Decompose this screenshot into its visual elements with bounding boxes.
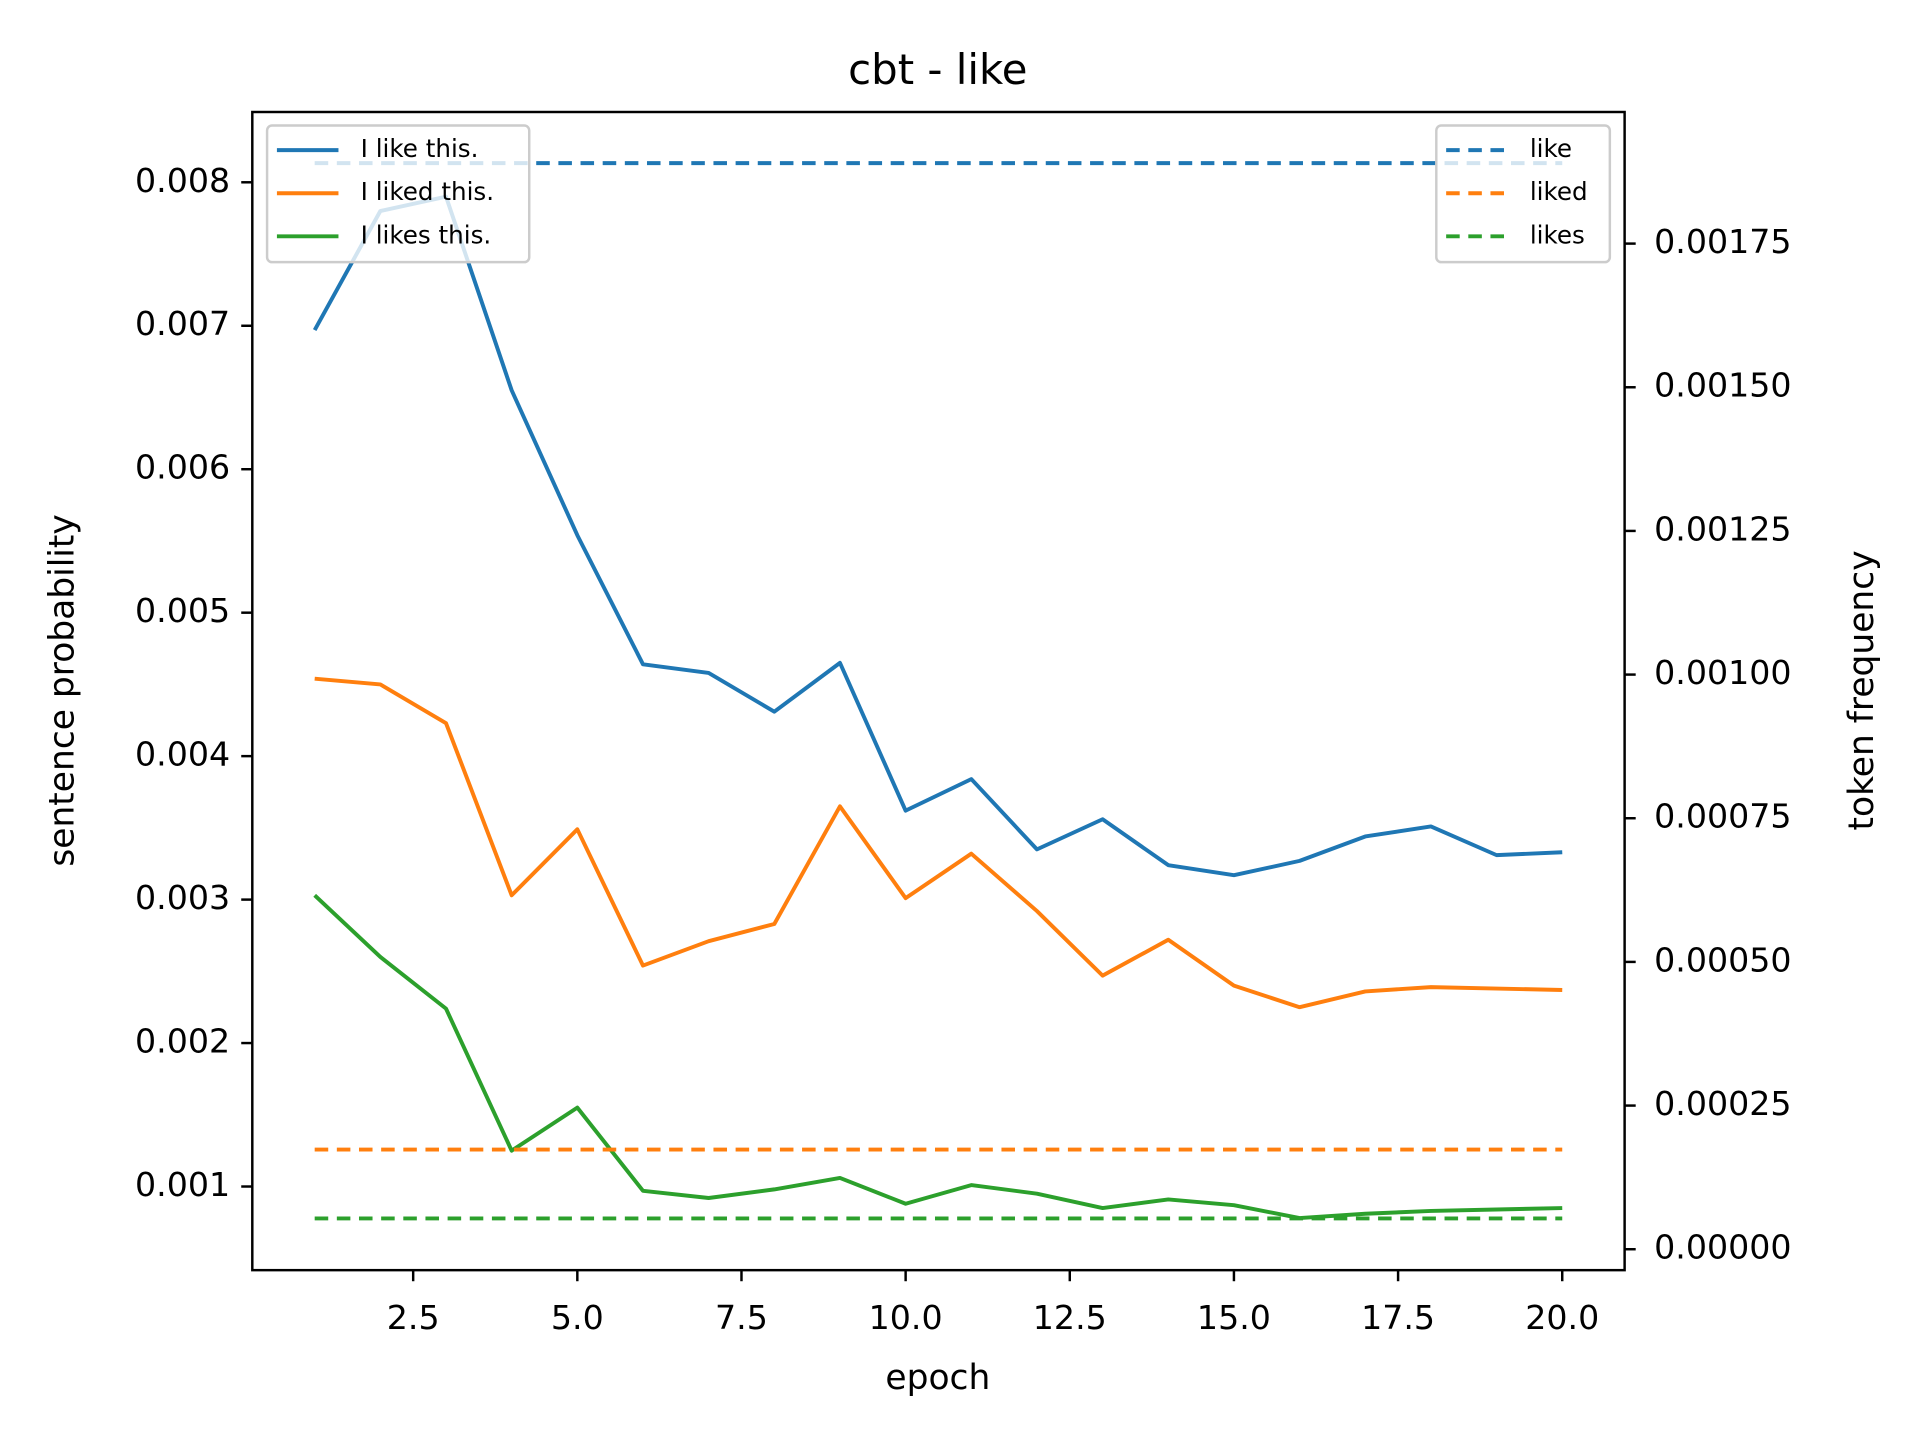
series-line — [314, 676, 1563, 1010]
legend-label: I liked this. — [361, 177, 494, 206]
x-tick-label: 17.5 — [1361, 1298, 1435, 1337]
y-tick-label: 0.003 — [135, 878, 230, 917]
y2-tick-label: 0.00075 — [1654, 797, 1791, 836]
y-tick-label: 0.005 — [135, 591, 230, 630]
y-tick-label: 0.001 — [135, 1165, 230, 1204]
y2-tick-label: 0.00050 — [1654, 940, 1791, 979]
y2-tick-label: 0.00100 — [1654, 653, 1791, 692]
y-tick-label: 0.002 — [135, 1022, 230, 1061]
y-tick-label: 0.004 — [135, 735, 230, 774]
x-tick-label: 2.5 — [387, 1298, 440, 1337]
y2-axis-label: token frequency — [1842, 550, 1882, 830]
series-line — [313, 893, 1563, 1221]
legend-label: I like this. — [361, 134, 479, 163]
y2-tick-label: 0.00150 — [1654, 366, 1791, 405]
chart-title: cbt - like — [848, 45, 1027, 94]
y2-tick-label: 0.00000 — [1654, 1228, 1791, 1267]
x-tick-label: 10.0 — [869, 1298, 943, 1337]
y-tick-label: 0.007 — [135, 304, 230, 343]
y-tick-label: 0.008 — [135, 161, 230, 200]
legend-box — [1435, 124, 1612, 264]
y-tick-label: 0.006 — [135, 448, 230, 487]
legend-label: like — [1530, 134, 1572, 163]
x-tick-label: 5.0 — [551, 1298, 604, 1337]
legend-label: likes — [1530, 220, 1585, 249]
legend-label: liked — [1530, 177, 1588, 206]
y-axis-label: sentence probability — [42, 514, 82, 866]
x-tick-label: 15.0 — [1197, 1298, 1271, 1337]
x-axis-label: epoch — [885, 1358, 990, 1398]
legend-label: I likes this. — [361, 220, 492, 249]
legend-box — [265, 124, 531, 264]
series-line — [312, 194, 1563, 878]
y2-tick-label: 0.00025 — [1654, 1084, 1791, 1123]
plot-frame — [251, 110, 1626, 1272]
y2-tick-label: 0.00175 — [1654, 222, 1791, 261]
x-tick-label: 12.5 — [1033, 1298, 1107, 1337]
x-tick-label: 20.0 — [1525, 1298, 1599, 1337]
x-tick-label: 7.5 — [715, 1298, 768, 1337]
y2-tick-label: 0.00125 — [1654, 509, 1791, 548]
